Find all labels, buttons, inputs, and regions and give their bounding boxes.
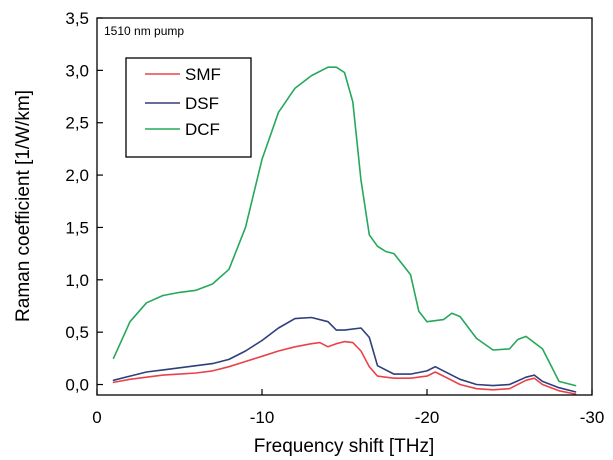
y-tick-label: 1,5 bbox=[65, 218, 89, 237]
y-tick-label: 3,5 bbox=[65, 9, 89, 28]
y-tick-label: 1,0 bbox=[65, 271, 89, 290]
x-tick-label: -10 bbox=[250, 408, 275, 427]
series-line-dsf bbox=[112, 316, 577, 393]
y-axis-ticks: 0,0 0,5 1,0 1,5 2,0 2,5 3,0 3,5 bbox=[65, 9, 103, 395]
legend-label-dcf: DCF bbox=[185, 120, 220, 139]
y-tick-label: 2,5 bbox=[65, 114, 89, 133]
x-axis-label: Frequency shift [THz] bbox=[254, 436, 435, 457]
plot-area-lines bbox=[112, 66, 577, 395]
y-tick-label: 0,0 bbox=[65, 376, 89, 395]
x-tick-label: -30 bbox=[580, 408, 605, 427]
legend-label-dsf: DSF bbox=[185, 94, 219, 113]
plot-frame bbox=[96, 17, 593, 396]
x-axis-ticks: 0 -10 -20 -30 bbox=[92, 389, 604, 427]
pump-annotation: 1510 nm pump bbox=[104, 24, 184, 38]
x-tick-label: 0 bbox=[92, 408, 101, 427]
y-tick-label: 0,5 bbox=[65, 323, 89, 342]
y-tick-label: 2,0 bbox=[65, 166, 89, 185]
legend-label-smf: SMF bbox=[185, 65, 221, 84]
series-line-smf bbox=[112, 340, 577, 395]
legend-box bbox=[125, 57, 252, 158]
y-axis-label: Raman coefficient [1/W/km] bbox=[13, 90, 34, 322]
legend: SMF DSF DCF bbox=[125, 57, 252, 158]
y-tick-label: 3,0 bbox=[65, 61, 89, 80]
x-tick-label: -20 bbox=[415, 408, 440, 427]
series-line-dcf bbox=[112, 66, 577, 387]
